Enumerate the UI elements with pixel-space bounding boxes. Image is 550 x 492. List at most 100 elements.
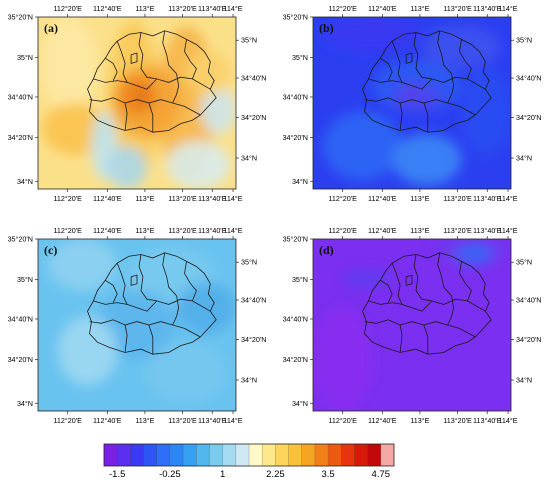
map-frame	[312, 238, 512, 412]
field-patch	[421, 25, 502, 69]
lon-tick-label-top: 112°40'E	[93, 226, 122, 235]
lat-tick-label-right: 34°N	[516, 154, 532, 163]
lat-tick-label-right: 35°N	[241, 36, 257, 45]
lon-tick-label-top: 113°20'E	[168, 4, 197, 13]
district-boundary	[413, 32, 432, 80]
colorbar-swatch	[130, 444, 144, 466]
field-patch	[461, 68, 511, 155]
district-boundary	[459, 261, 472, 302]
district-boundary	[116, 262, 138, 309]
district-boundary	[405, 52, 413, 64]
lat-tick-label-left: 35°N	[292, 275, 308, 284]
district-boundary	[162, 30, 177, 75]
city-boundaries	[87, 30, 217, 133]
district-boundary	[399, 324, 403, 353]
district-boundary	[130, 52, 138, 64]
lon-tick-label-bottom: 113°20'E	[443, 194, 472, 203]
lat-tick-label-left: 35°N	[17, 53, 33, 62]
colorbar-swatch	[314, 444, 329, 466]
lon-tick-label-bottom: 112°40'E	[93, 416, 122, 425]
data-field	[38, 17, 236, 189]
colorbar-swatch	[249, 444, 263, 466]
colorbar-swatch	[288, 444, 303, 466]
lon-tick-label-bottom: 114°E	[498, 416, 517, 425]
outer-boundary	[87, 30, 217, 133]
field-patch	[392, 133, 462, 186]
lon-tick-label-bottom: 113°E	[135, 416, 154, 425]
colorbar-swatch	[156, 444, 171, 466]
lat-tick-label-right: 34°20'N	[516, 335, 541, 344]
lon-tick-label-bottom: 113°20'E	[168, 194, 197, 203]
lat-tick-label-left: 35°N	[292, 53, 308, 62]
district-boundary	[172, 73, 180, 104]
lon-tick-label-bottom: 113°40'E	[198, 194, 227, 203]
colorbar-label: -1.5	[109, 469, 125, 480]
outer-boundary	[87, 252, 217, 355]
colorbar-swatch	[235, 444, 250, 466]
lat-tick-label-right: 34°20'N	[241, 113, 266, 122]
district-boundary	[364, 319, 425, 326]
lon-tick-label-bottom: 112°40'E	[368, 416, 397, 425]
colorbar-swatch	[117, 444, 131, 466]
lon-tick-label-bottom: 114°E	[223, 416, 242, 425]
district-boundary	[124, 324, 128, 353]
lon-tick-label-top: 114°E	[498, 4, 517, 13]
lon-tick-label-bottom: 113°40'E	[198, 416, 227, 425]
lat-tick-label-left: 34°N	[292, 177, 308, 186]
colorbar-swatch	[196, 444, 210, 466]
field-patch	[41, 103, 108, 155]
lon-tick-label-bottom: 113°20'E	[443, 416, 472, 425]
field-patch	[166, 140, 231, 189]
lon-tick-label-bottom: 113°E	[410, 416, 429, 425]
district-boundary	[138, 32, 157, 80]
field-patch	[322, 111, 403, 181]
district-boundary	[89, 319, 150, 326]
lon-tick-label-top: 112°40'E	[93, 4, 122, 13]
lat-tick-label-left: 34°20'N	[283, 133, 308, 142]
lon-tick-label-bottom: 114°E	[498, 194, 517, 203]
lat-tick-label-left: 35°20'N	[8, 13, 33, 22]
lat-tick-label-left: 34°N	[17, 177, 33, 186]
district-boundary	[93, 300, 128, 305]
colorbar-swatch	[143, 444, 158, 466]
data-field	[38, 239, 236, 411]
lat-tick-label-right: 34°40'N	[241, 74, 266, 83]
colorbar-swatch	[169, 444, 184, 466]
district-boundary	[148, 324, 154, 355]
lon-tick-label-top: 113°E	[135, 226, 154, 235]
district-boundary	[130, 274, 138, 286]
panel-label: (d)	[319, 243, 334, 257]
district-boundary	[184, 39, 197, 80]
field-patch	[176, 282, 236, 334]
lon-tick-label-bottom: 113°20'E	[168, 416, 197, 425]
colorbar-label: 3.5	[321, 469, 334, 480]
district-boundary	[138, 254, 157, 302]
lon-tick-label-bottom: 112°40'E	[368, 194, 397, 203]
lon-tick-label-top: 113°E	[410, 226, 429, 235]
lat-tick-label-right: 34°N	[241, 154, 257, 163]
field-patch	[57, 316, 118, 386]
lat-tick-label-left: 34°40'N	[283, 314, 308, 323]
map-b-svg: 112°20'E 112°40'E 113°E 113°20'E 113°40'E114…	[283, 4, 542, 203]
lon-tick-label-bottom: 112°20'E	[328, 194, 357, 203]
district-boundary	[413, 254, 432, 302]
district-boundary	[437, 30, 452, 75]
colorbar-swatch	[341, 444, 355, 466]
lat-tick-label-left: 34°20'N	[8, 355, 33, 364]
data-field	[313, 239, 511, 411]
lon-tick-label-bottom: 112°20'E	[53, 194, 82, 203]
lat-tick-label-right: 34°N	[516, 376, 532, 385]
lon-tick-label-bottom: 112°20'E	[53, 416, 82, 425]
district-boundary	[162, 252, 177, 297]
colorbar-swatch	[367, 444, 382, 466]
lat-tick-label-left: 34°40'N	[8, 314, 33, 323]
lon-tick-label-bottom: 114°E	[223, 194, 242, 203]
district-boundary	[116, 40, 138, 87]
lon-tick-label-top: 114°E	[498, 226, 517, 235]
field-patch	[322, 17, 422, 52]
panel-label: (a)	[44, 21, 58, 35]
city-boundaries	[362, 252, 492, 355]
district-boundary	[184, 261, 197, 302]
district-boundary	[423, 324, 429, 355]
lat-tick-label-right: 35°N	[241, 258, 257, 267]
